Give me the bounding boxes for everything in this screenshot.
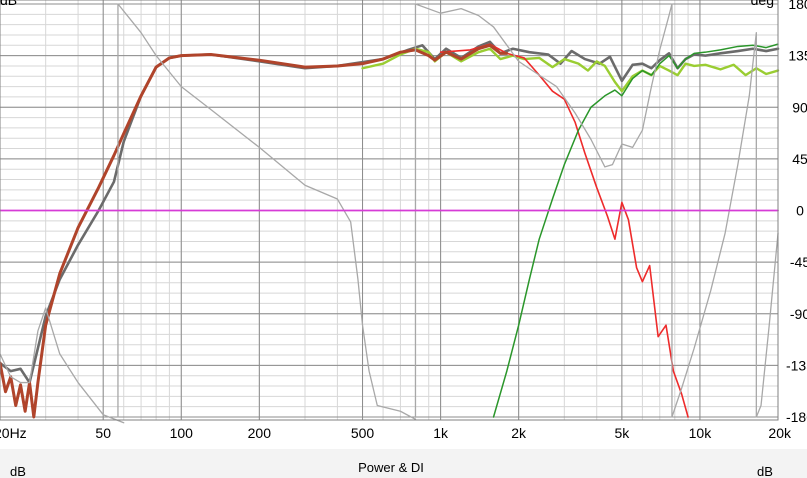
series-light-gray-3: [414, 3, 779, 418]
left-axis-unit: dB: [0, 0, 17, 8]
x-tick-label: 100: [170, 425, 194, 441]
footer-title: Power & DI: [358, 460, 424, 475]
plot-border: [0, 0, 779, 421]
x-tick-label: 20Hz: [0, 425, 27, 441]
phase-tick-label: 180: [788, 0, 807, 12]
phase-tick-label: 135: [788, 48, 807, 64]
phase-tick-label: 0: [796, 203, 804, 219]
phase-tick-label: -90: [790, 306, 807, 322]
x-tick-label: 10k: [689, 425, 713, 441]
phase-tick-label: 90: [792, 99, 807, 115]
x-tick-label: 1k: [433, 425, 449, 441]
phase-tick-label: -135: [786, 357, 807, 373]
series-red: [439, 43, 689, 418]
series-light-gray-1: [0, 307, 125, 424]
x-tick-label: 500: [351, 425, 375, 441]
phase-tick-labels: 180 135 90 45 0 -45 -90 -135 -180: [786, 0, 807, 425]
phase-tick-label: -45: [790, 254, 807, 270]
phase-tick-label: 45: [792, 151, 807, 167]
x-tick-labels: 20Hz 50 100 200 500 1k 2k 5k 10k 20k: [0, 425, 792, 441]
footer-bar: [0, 449, 807, 478]
footer-left-unit: dB: [10, 464, 26, 478]
series-light-gray-2: [117, 3, 417, 420]
x-tick-label: 5k: [614, 425, 630, 441]
x-tick-label: 20k: [768, 425, 792, 441]
series-layer: [0, 3, 780, 424]
series-brown: [0, 43, 509, 419]
phase-tick-label: -180: [786, 409, 807, 425]
x-tick-label: 200: [248, 425, 272, 441]
series-green: [492, 43, 779, 418]
right-axis-unit: deg: [751, 0, 774, 8]
footer-right-unit: dB: [757, 464, 773, 478]
x-tick-label: 50: [95, 425, 111, 441]
x-tick-label: 2k: [511, 425, 527, 441]
